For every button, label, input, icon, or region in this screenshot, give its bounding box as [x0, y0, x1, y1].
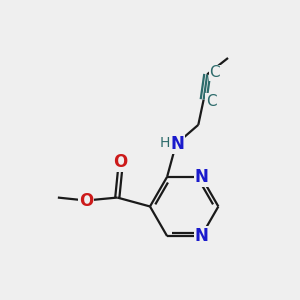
Text: N: N [194, 227, 208, 245]
Text: N: N [171, 135, 184, 153]
Text: H: H [160, 136, 170, 150]
Text: O: O [113, 154, 127, 172]
Text: N: N [194, 168, 208, 186]
Text: O: O [79, 191, 93, 209]
Text: C: C [209, 65, 220, 80]
Text: C: C [206, 94, 216, 109]
